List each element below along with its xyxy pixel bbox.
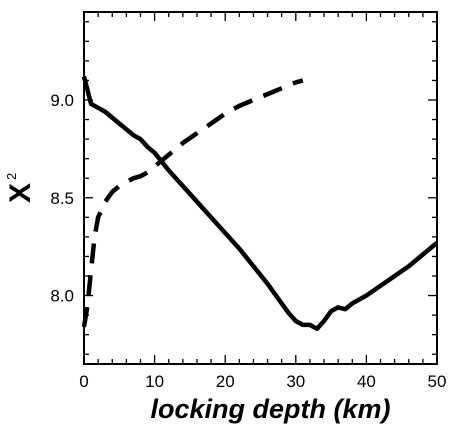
x-tick-label: 0 xyxy=(79,372,88,391)
plot-frame xyxy=(83,11,438,365)
y-axis-title: X xyxy=(4,183,37,203)
y-tick-label: 8.5 xyxy=(50,189,74,208)
y-tick-label: 8.0 xyxy=(50,287,74,306)
x-tick-label: 20 xyxy=(216,372,235,391)
y-axis-title-superscript: 2 xyxy=(4,173,19,180)
series-dashed-line xyxy=(81,78,304,328)
series-solid-line xyxy=(81,75,439,332)
x-tick-label: 30 xyxy=(286,372,305,391)
x-axis-title: locking depth (km) xyxy=(150,394,390,424)
x-tick-label: 50 xyxy=(428,372,447,391)
x-tick-label: 10 xyxy=(145,372,164,391)
x-tick-label: 40 xyxy=(357,372,376,391)
y-tick-label: 9.0 xyxy=(50,91,74,110)
